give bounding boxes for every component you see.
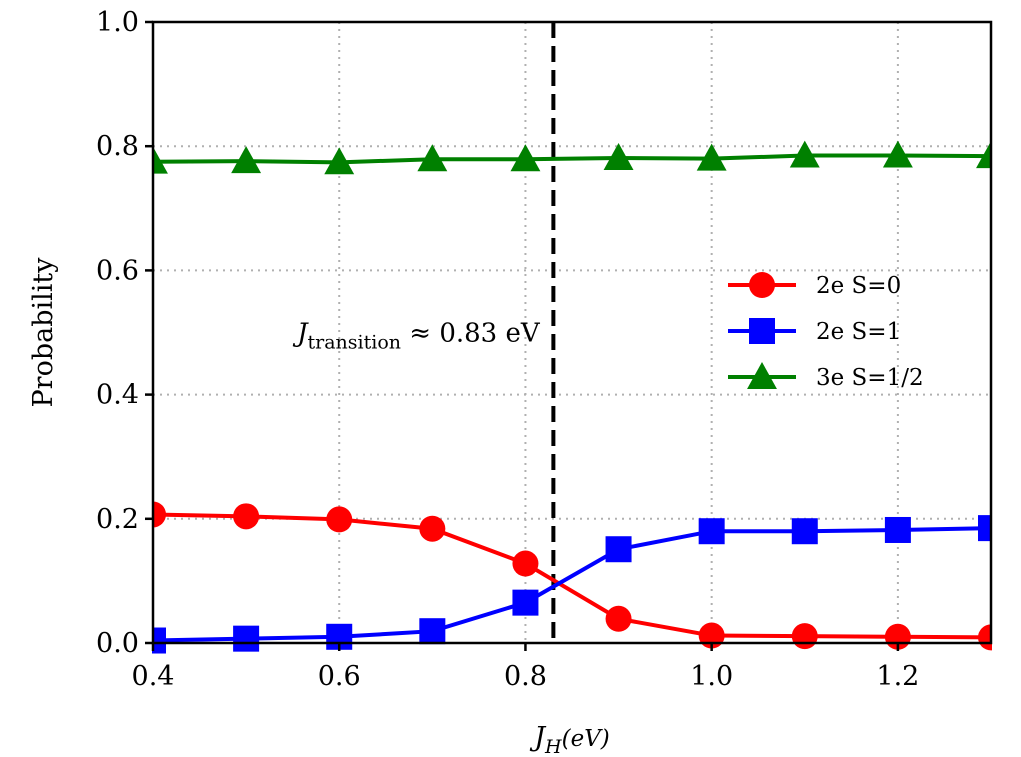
legend: 2e S=0 2e S=1 3e S=1/2 (728, 272, 924, 391)
data-point (510, 144, 541, 172)
annotation-main: J (292, 319, 309, 349)
y-tick-label: 1.0 (96, 7, 139, 38)
data-point (512, 550, 539, 577)
data-point (324, 147, 355, 175)
data-point (152, 146, 168, 174)
legend-marker (749, 272, 775, 298)
data-point (419, 618, 446, 645)
legend-label: 2e S=0 (816, 273, 901, 299)
data-point (791, 518, 818, 545)
x-axis-label-main: J (529, 722, 547, 753)
series-line (152, 512, 992, 640)
x-tick-label: 0.8 (504, 661, 547, 692)
x-tick-label: 0.6 (318, 661, 361, 692)
data-point (152, 627, 166, 654)
series-1 (152, 515, 992, 654)
legend-marker (747, 362, 777, 389)
x-axis-label-unit: (eV) (562, 726, 610, 752)
y-tick-label: 0.6 (96, 255, 139, 286)
data-point (884, 516, 911, 543)
data-point (231, 146, 262, 174)
data-point (696, 143, 727, 171)
y-tick-label: 0.2 (96, 504, 139, 535)
legend-label: 2e S=1 (816, 319, 901, 345)
series-line (152, 526, 992, 643)
data-point (512, 589, 539, 616)
x-axis-label: JH(eV) (529, 722, 610, 757)
axis-ticks: 0.4 0.6 0.8 1.0 1.2 0.0 0.2 0.4 0.6 0.8 1.0 (96, 7, 919, 692)
y-tick-label: 0.8 (96, 131, 139, 162)
data-point (882, 140, 913, 168)
y-tick-label: 0.4 (96, 380, 139, 411)
series-group (152, 140, 992, 654)
transition-annotation: Jtransition ≈ 0.83 eV (292, 319, 541, 354)
data-point (417, 144, 448, 172)
data-point (152, 501, 166, 528)
series-line (152, 153, 992, 165)
legend-label: 3e S=1/2 (816, 365, 924, 391)
data-point (978, 515, 992, 542)
data-point (233, 503, 260, 530)
plot-frame (151, 20, 993, 645)
x-tick-label: 0.4 (132, 661, 175, 692)
series-2 (152, 140, 992, 175)
data-point (976, 141, 992, 169)
data-point (605, 605, 632, 632)
data-point (789, 140, 820, 168)
y-axis-label: Probability (28, 257, 59, 408)
data-point (233, 625, 260, 652)
legend-marker (749, 318, 775, 344)
data-point (605, 536, 632, 563)
annotation-value: ≈ 0.83 eV (401, 319, 541, 349)
x-tick-label: 1.2 (876, 661, 919, 692)
data-point (603, 143, 634, 170)
annotation-subscript: transition (308, 332, 402, 354)
data-point (326, 506, 353, 533)
data-point (419, 515, 446, 542)
x-axis-label-sub: H (544, 736, 562, 757)
x-tick-label: 1.0 (690, 661, 733, 692)
series-0 (152, 501, 992, 651)
y-tick-label: 0.0 (96, 628, 139, 659)
data-point (791, 623, 818, 650)
data-point (698, 518, 725, 545)
